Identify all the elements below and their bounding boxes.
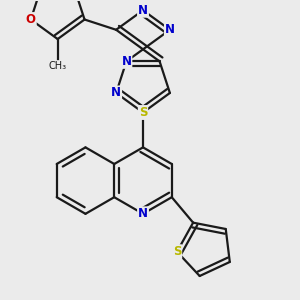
Text: S: S [173,245,181,258]
Text: N: N [165,23,175,36]
Text: S: S [139,106,147,119]
Text: CH₃: CH₃ [49,61,67,70]
Text: O: O [26,13,36,26]
Text: N: N [111,86,121,100]
Text: N: N [122,55,131,68]
Text: N: N [138,207,148,220]
Text: N: N [138,4,148,17]
